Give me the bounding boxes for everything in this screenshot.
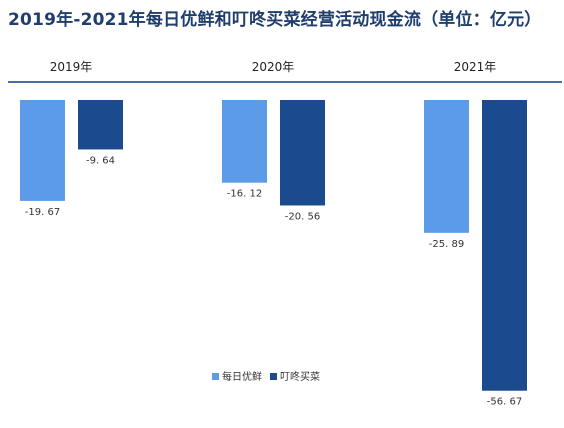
bar-dingdong-2 — [482, 100, 527, 391]
legend-label: 每日优鲜 — [222, 370, 262, 383]
category-label: 2019年 — [50, 60, 93, 74]
bar-group — [20, 100, 527, 391]
data-label: -20. 56 — [285, 211, 320, 222]
bar-missfresh-0 — [20, 100, 65, 201]
data-label: -9. 64 — [86, 155, 115, 166]
value-labels: -19. 67 -9. 64 -16. 12 -20. 56 -25. 89 -56. 6… — [25, 155, 522, 407]
data-label: -25. 89 — [429, 239, 464, 250]
legend-label: 叮咚买菜 — [280, 370, 320, 383]
bar-missfresh-1 — [222, 100, 267, 183]
data-label: -16. 12 — [227, 189, 262, 200]
chart-title: 2019年-2021年每日优鲜和叮咚买菜经营活动现金流（单位：亿元） — [8, 10, 542, 30]
bar-dingdong-0 — [78, 100, 123, 150]
legend: 每日优鲜 叮咚买菜 — [212, 370, 320, 383]
data-label: -19. 67 — [25, 207, 60, 218]
legend-swatch — [212, 373, 219, 380]
category-label: 2021年 — [454, 60, 497, 74]
bar-dingdong-1 — [280, 100, 325, 206]
category-labels: 2019年 2020年 2021年 — [50, 60, 497, 74]
legend-swatch — [270, 373, 277, 380]
category-label: 2020年 — [252, 60, 295, 74]
data-label: -56. 67 — [487, 397, 522, 408]
bar-missfresh-2 — [424, 100, 469, 233]
